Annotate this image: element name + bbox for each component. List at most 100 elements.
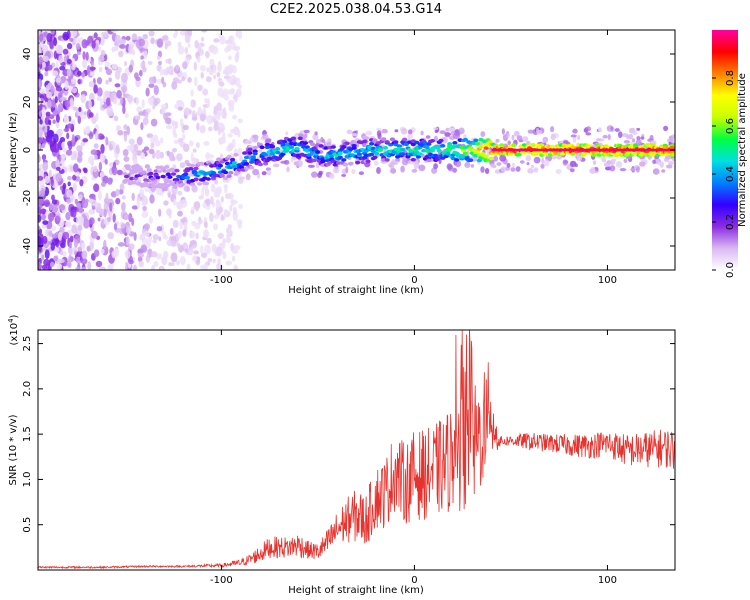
noise-speckle xyxy=(434,129,439,133)
noise-speckle xyxy=(167,65,174,76)
noise-speckle xyxy=(174,121,178,129)
noise-speckle xyxy=(39,33,44,42)
noise-speckle xyxy=(661,169,666,173)
noise-speckle xyxy=(67,176,72,181)
ridge-mark xyxy=(344,141,350,146)
noise-speckle xyxy=(235,30,239,38)
noise-speckle xyxy=(402,159,409,166)
noise-speckle xyxy=(44,124,48,133)
noise-speckle xyxy=(101,218,105,226)
noise-speckle xyxy=(191,185,198,193)
noise-speckle xyxy=(150,37,155,45)
noise-speckle xyxy=(195,205,199,212)
noise-speckle xyxy=(142,117,149,126)
noise-speckle xyxy=(122,166,127,174)
noise-speckle xyxy=(158,208,162,217)
ridge-mark xyxy=(549,144,555,149)
noise-speckle xyxy=(76,145,83,152)
ridge-mark xyxy=(172,185,178,189)
noise-speckle xyxy=(105,136,109,146)
noise-speckle xyxy=(113,115,119,122)
noise-speckle xyxy=(43,199,51,208)
noise-speckle xyxy=(99,152,105,162)
noise-speckle xyxy=(151,264,155,270)
noise-speckle xyxy=(68,254,72,264)
noise-speckle xyxy=(213,223,218,231)
ridge-mark xyxy=(223,170,229,175)
ridge-mark xyxy=(217,163,223,168)
noise-speckle xyxy=(126,125,130,136)
noise-speckle xyxy=(91,116,97,124)
noise-speckle xyxy=(51,194,55,201)
ridge-mark xyxy=(499,143,505,147)
noise-speckle xyxy=(209,212,214,223)
noise-speckle xyxy=(89,66,96,71)
ridge-mark xyxy=(433,153,439,158)
noise-speckle xyxy=(159,191,164,196)
noise-speckle xyxy=(526,162,530,166)
noise-speckle xyxy=(59,218,65,228)
noise-speckle xyxy=(165,117,171,125)
noise-speckle xyxy=(88,132,94,140)
noise-speckle xyxy=(180,218,186,223)
noise-speckle xyxy=(590,167,596,174)
noise-speckle xyxy=(156,55,161,61)
noise-speckle xyxy=(219,139,226,144)
noise-speckle xyxy=(55,247,60,253)
noise-speckle xyxy=(233,264,238,270)
noise-speckle xyxy=(117,242,125,247)
noise-speckle xyxy=(233,148,238,155)
noise-speckle xyxy=(62,31,69,41)
noise-speckle xyxy=(116,125,121,131)
noise-speckle xyxy=(199,65,206,72)
noise-speckle xyxy=(105,192,109,203)
noise-speckle xyxy=(148,96,154,104)
noise-speckle xyxy=(75,43,81,50)
noise-speckle xyxy=(196,55,201,63)
noise-speckle xyxy=(212,45,219,55)
noise-speckle xyxy=(221,240,226,249)
noise-speckle xyxy=(173,132,178,139)
noise-speckle xyxy=(99,135,105,140)
ridge-mark xyxy=(144,183,150,188)
ridge-mark xyxy=(424,145,430,150)
noise-speckle xyxy=(53,142,60,153)
ridge-mark xyxy=(483,154,489,159)
noise-speckle xyxy=(425,135,431,139)
noise-speckle xyxy=(663,157,670,162)
noise-speckle xyxy=(400,128,408,135)
noise-speckle xyxy=(204,98,209,104)
noise-speckle xyxy=(519,160,525,164)
noise-speckle xyxy=(205,198,211,207)
noise-speckle xyxy=(570,134,577,138)
ridge-mark xyxy=(633,143,639,147)
noise-speckle xyxy=(266,170,272,176)
noise-speckle xyxy=(190,206,196,212)
noise-speckle xyxy=(74,198,79,205)
noise-speckle xyxy=(55,159,60,167)
noise-speckle xyxy=(563,160,569,164)
ridge-mark xyxy=(362,139,368,144)
noise-speckle xyxy=(136,106,143,113)
noise-speckle xyxy=(91,40,96,49)
noise-speckle xyxy=(639,161,646,167)
y-tick-label: 0 xyxy=(22,147,33,153)
noise-speckle xyxy=(177,230,182,239)
noise-speckle xyxy=(77,150,83,157)
noise-speckle xyxy=(220,196,224,203)
noise-speckle xyxy=(69,235,74,243)
noise-speckle xyxy=(63,128,70,132)
noise-speckle xyxy=(59,250,64,256)
noise-speckle xyxy=(69,37,74,42)
noise-speckle xyxy=(232,114,238,120)
noise-speckle xyxy=(175,260,180,266)
ridge-mark xyxy=(226,154,232,159)
noise-speckle xyxy=(522,136,529,142)
noise-speckle xyxy=(493,155,499,162)
noise-speckle xyxy=(140,152,145,160)
noise-speckle xyxy=(59,185,64,191)
noise-speckle xyxy=(227,99,235,107)
noise-speckle xyxy=(618,131,623,139)
noise-speckle xyxy=(145,254,150,263)
ridge-mark xyxy=(365,159,371,164)
